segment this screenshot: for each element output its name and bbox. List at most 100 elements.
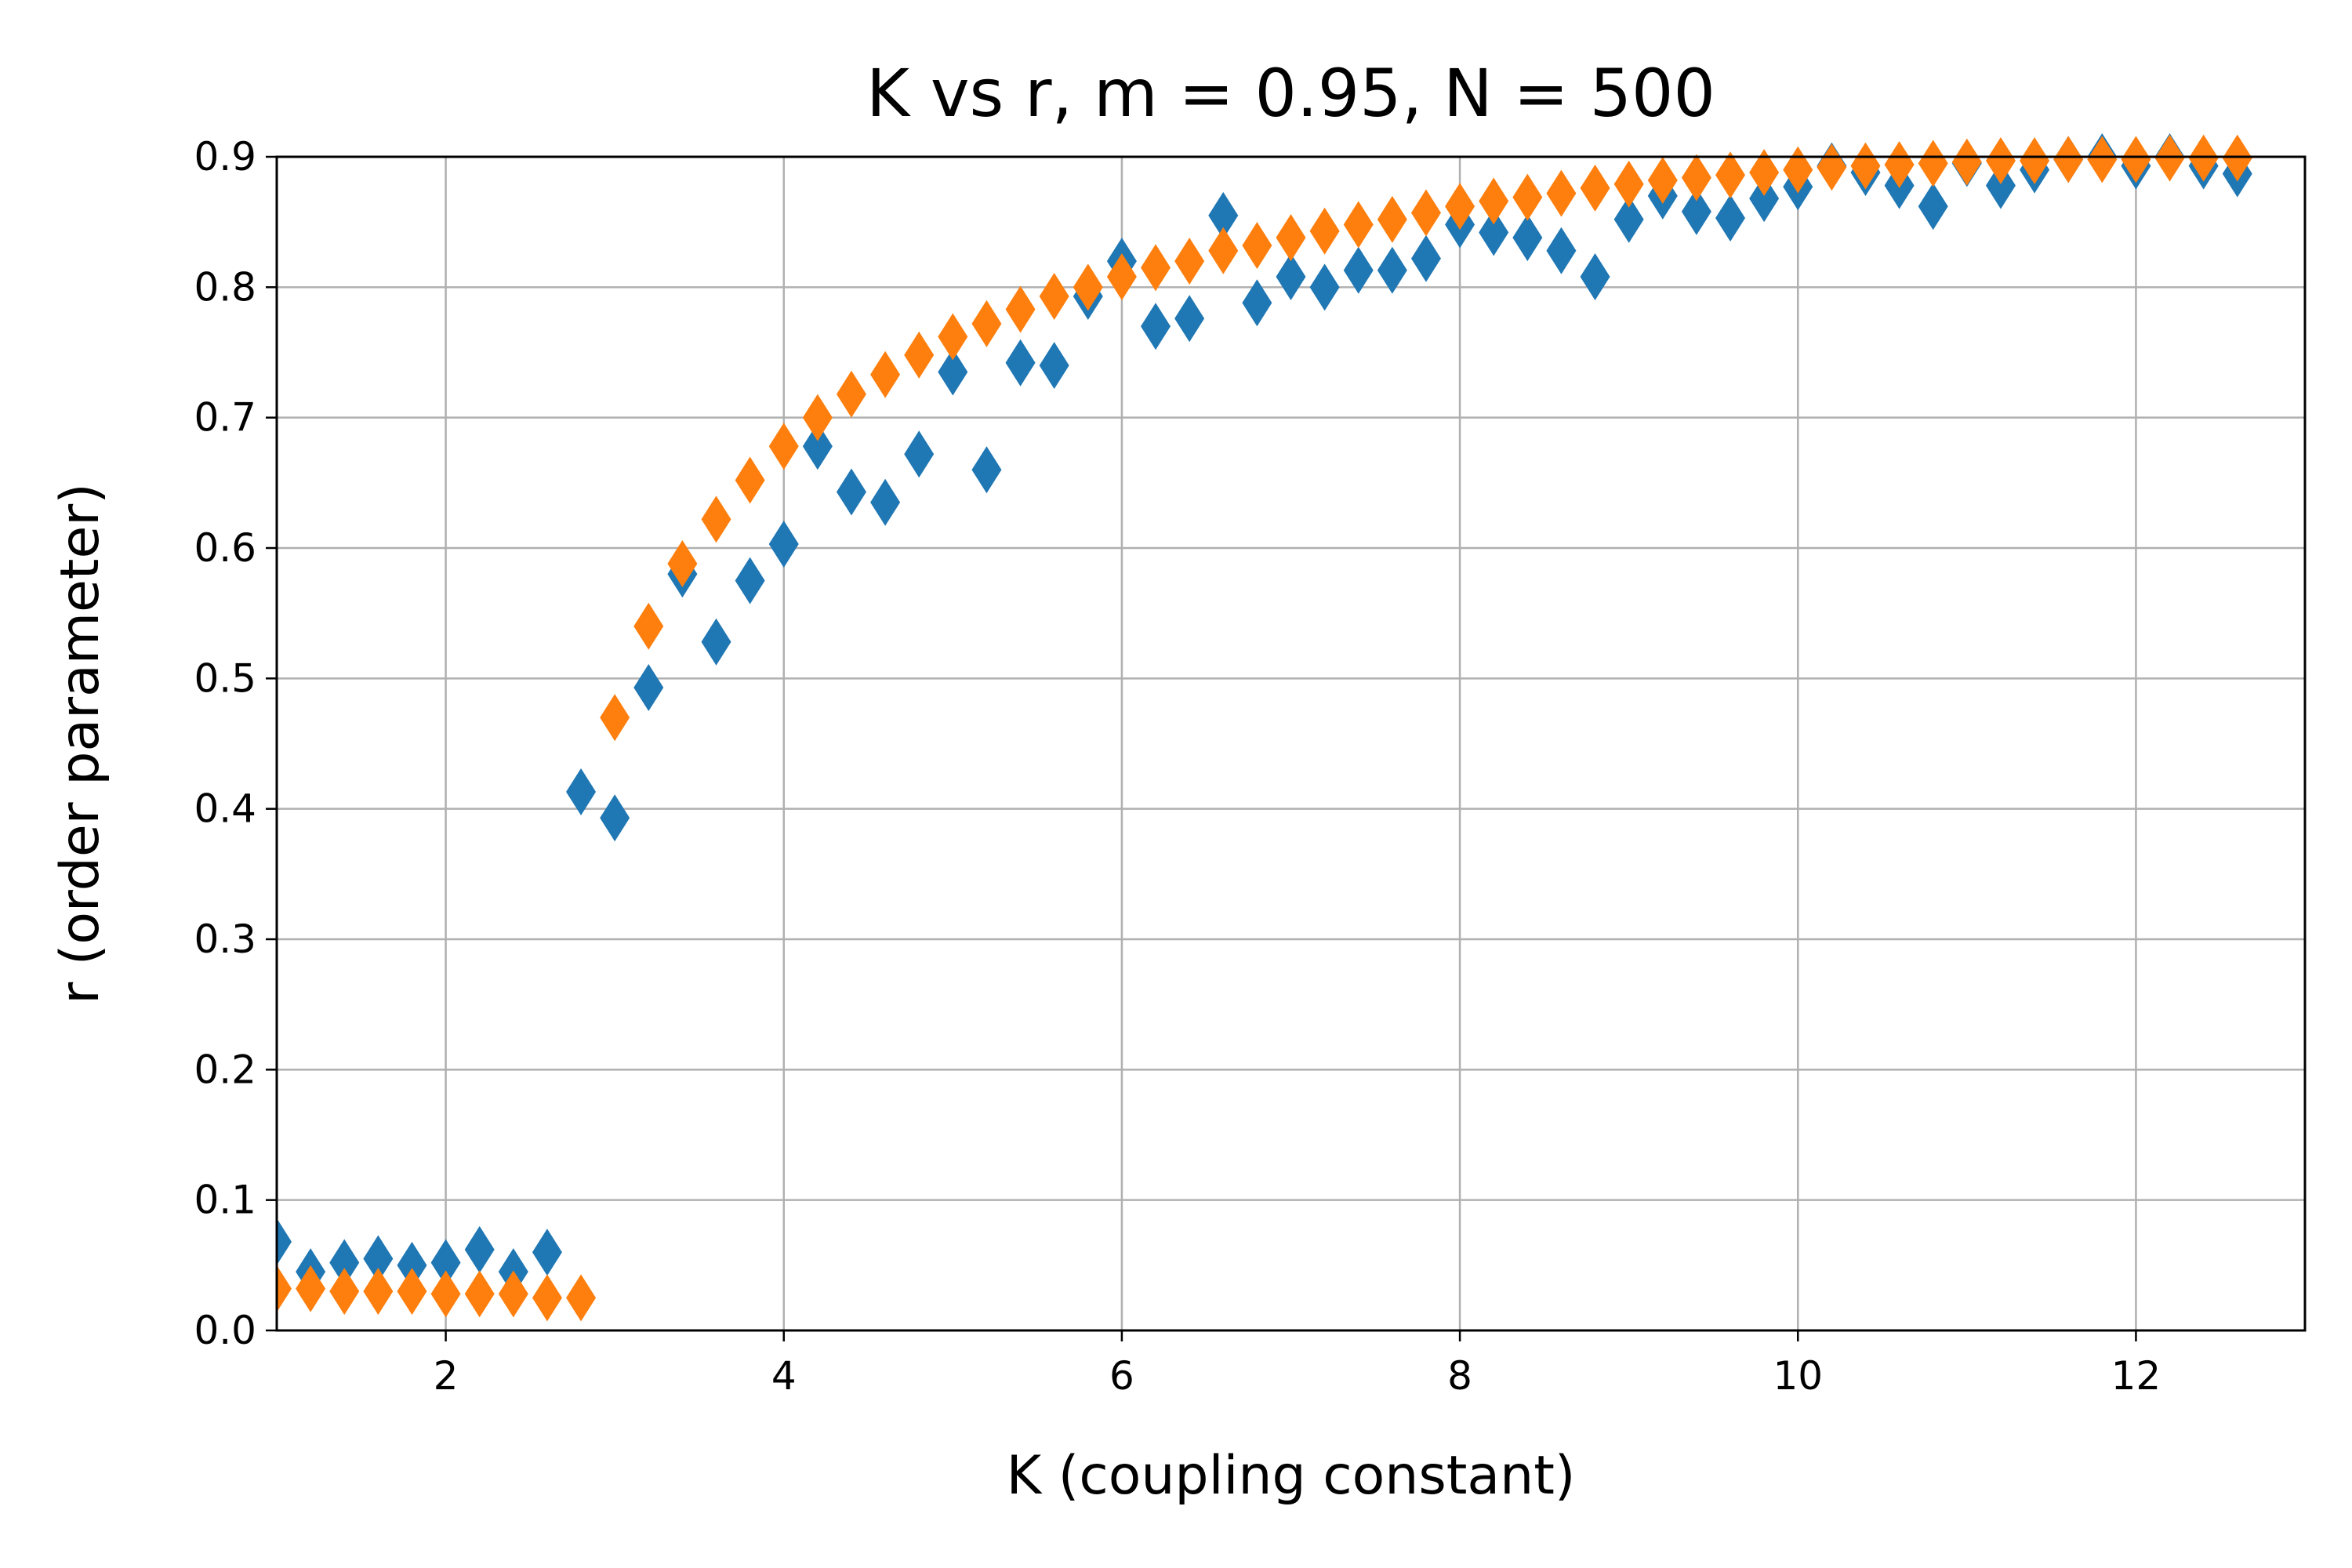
data-point [1918,140,1948,187]
data-point [971,446,1002,494]
data-point [701,495,731,543]
data-point [802,394,833,441]
data-point [1309,263,1340,311]
data-point [1005,339,1036,387]
y-tick-label: 0.4 [194,786,256,832]
data-point [1985,162,2016,209]
x-tick-label: 10 [1773,1353,1823,1399]
data-point [464,1225,495,1273]
data-point [329,1268,360,1316]
data-point [430,1270,461,1318]
data-point [1073,263,1103,311]
x-tick-label: 6 [1109,1353,1134,1399]
data-point [735,557,765,604]
x-tick-label: 8 [1447,1353,1472,1399]
data-point [1141,244,1171,292]
data-point [1039,272,1069,320]
axis-ticks: 2 4 6 8 10 12 0.0 0.1 0.2 0.3 0.4 0.5 0.6 0.7 0.8 0.9 [194,134,2161,1399]
axes-frame [275,155,2307,1332]
data-point [1951,138,1982,186]
data-point [1884,140,1915,188]
y-tick-label: 0.5 [194,655,256,701]
data-point [600,794,630,842]
data-point [1410,234,1441,282]
chart-title: K vs r, m = 0.95, N = 500 [866,55,1715,132]
data-point [2154,134,2185,182]
data-point [971,299,1002,347]
data-point [2087,136,2118,183]
y-tick-label: 0.1 [194,1178,256,1223]
data-point [1546,169,1577,217]
data-point [1479,209,1509,256]
data-point [1377,246,1407,294]
data-point [701,618,731,666]
data-point [1343,201,1374,249]
data-point [904,430,935,478]
data-point [1343,246,1374,294]
data-point [1174,295,1205,343]
data-point [1276,214,1306,262]
data-point [2053,136,2084,183]
data-point [1141,303,1171,350]
y-tick-label: 0.7 [194,395,256,441]
data-point [532,1274,562,1322]
data-point [430,1239,461,1287]
data-point [1715,194,1746,242]
data-point [1242,222,1272,270]
x-axis-label: K (coupling constant) [1007,1445,1576,1507]
data-point [1749,175,1780,223]
data-point [735,456,765,504]
data-point [1512,214,1543,262]
y-tick-label: 0.2 [194,1047,256,1092]
data-point [1918,183,1948,230]
data-point [802,423,833,470]
data-point [938,348,968,396]
data-point [1580,164,1610,212]
data-point [397,1268,427,1316]
data-point [1850,142,1881,190]
y-axis-label: r (order parameter) [49,483,111,1004]
y-tick-label: 0.9 [194,134,256,180]
data-point [1479,177,1509,225]
data-point [1005,285,1036,333]
data-point [600,694,630,742]
data-point [1613,195,1644,243]
data-point [1580,253,1610,301]
data-point [1208,227,1239,274]
data-point [277,1218,292,1265]
data-point [938,313,968,361]
data-point [904,331,935,379]
data-point [1410,189,1441,237]
data-point [633,663,664,711]
data-point [363,1268,394,1316]
data-point [363,1235,394,1283]
x-tick-label: 2 [434,1353,459,1399]
data-point [1647,156,1678,204]
data-point [566,768,597,816]
data-point [464,1270,495,1318]
data-point [1681,187,1711,235]
data-point [397,1241,427,1289]
data-point [2121,136,2151,183]
series-2 [277,134,2252,1322]
data-markers [277,133,2252,1322]
data-point [1613,160,1644,208]
data-point [768,521,799,568]
data-point [2188,134,2219,182]
data-point [1546,227,1577,274]
x-tick-label: 4 [771,1353,797,1399]
data-point [1174,238,1205,285]
data-point [1512,173,1543,221]
plot-area [277,133,2252,1322]
y-tick-label: 0.0 [194,1308,256,1353]
data-point [1106,253,1137,301]
data-point [768,423,799,470]
data-point [498,1270,528,1318]
data-point [2222,134,2252,182]
data-point [1309,207,1340,255]
data-point [1039,342,1069,390]
data-point [1715,151,1746,199]
y-tick-label: 0.8 [194,264,256,310]
data-point [836,468,866,516]
